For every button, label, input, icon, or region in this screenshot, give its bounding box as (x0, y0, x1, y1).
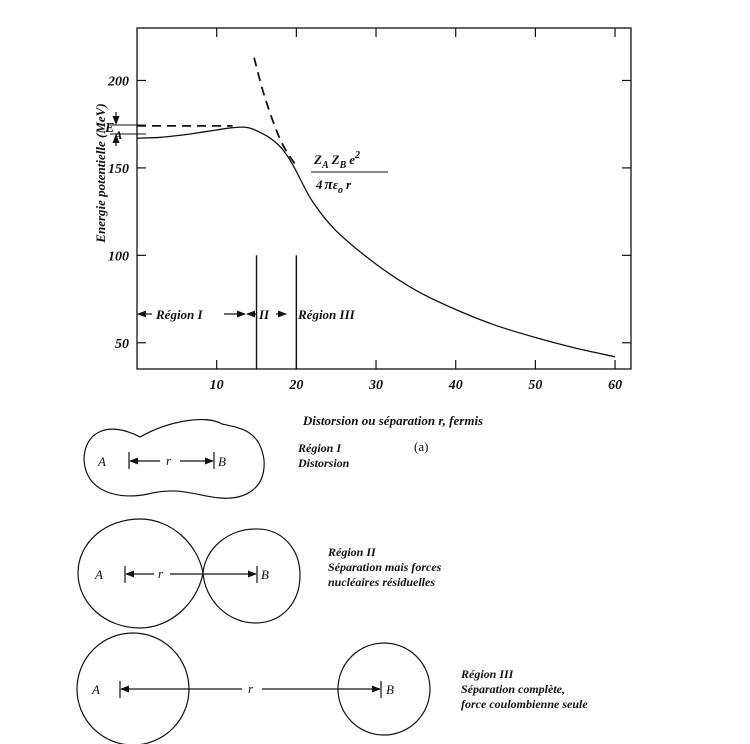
region-1-label: Région I (155, 307, 204, 322)
y-tick-label: 50 (115, 337, 129, 352)
diagram-2-title: Région II (327, 545, 377, 559)
nucleus-b-label: B (386, 682, 394, 697)
diagram-2-desc-1: Séparation mais forces (328, 560, 442, 574)
coulomb-numerator: ZA ZB e2 (313, 150, 360, 171)
curves (136, 57, 616, 358)
diagram-region-2: A r B Région II Séparation mais forces n… (77, 518, 442, 629)
x-axis-title: Distorsion ou séparation r, fermis (302, 413, 483, 428)
nucleus-b-label: B (261, 567, 269, 582)
y-tick-label: 150 (108, 162, 129, 177)
x-tick-label: 60 (608, 378, 622, 393)
nucleus-a-label: A (94, 567, 103, 582)
region-2-label: II (258, 307, 270, 322)
x-tick-label: 10 (210, 378, 224, 393)
r-label: r (248, 681, 254, 696)
r-label: r (158, 566, 164, 581)
ea-bracket: EA (104, 112, 146, 146)
axis-ticks (137, 28, 631, 369)
r-label: r (166, 453, 172, 468)
diagram-3-title: Région III (460, 667, 515, 681)
diagram-2-desc-2: nucléaires résiduelles (328, 575, 435, 589)
y-tick-label: 100 (108, 249, 129, 264)
diagram-region-3: A r B Région III Séparation complète, fo… (76, 632, 588, 744)
y-tick-label: 200 (107, 74, 129, 89)
dashed-curve-1 (253, 57, 298, 167)
x-tick-label: 50 (528, 378, 542, 393)
y-axis-title: Energie potentielle (MeV) (93, 103, 108, 243)
region-3-label: Région III (297, 307, 356, 322)
nucleus-a-label: A (91, 682, 100, 697)
diagram-3-desc-1: Séparation complète, (461, 682, 565, 696)
diagram-1-desc: Distorsion (297, 456, 350, 470)
nucleus-a-shape (77, 518, 204, 629)
potential-energy-plot: 10 20 30 40 50 60 50 100 150 200 Energie potentie… (93, 27, 632, 454)
nucleus-a-label: A (97, 454, 106, 469)
nucleus-b-shape (202, 528, 301, 624)
diagram-region-1: A r B Région I Distorsion (83, 419, 350, 499)
coulomb-formula: ZA ZB e2 4 πεo r (311, 150, 388, 196)
region-boundaries (255, 255, 298, 369)
plot-frame (136, 27, 632, 370)
potential-curve (136, 126, 616, 358)
region-markers: Région I II Région III (137, 307, 356, 322)
coulomb-denominator: 4 πεo r (315, 177, 352, 196)
x-tick-label: 40 (448, 378, 463, 393)
diagram-1-title: Région I (297, 441, 342, 455)
ea-label: EA (104, 121, 122, 142)
x-tick-label: 20 (288, 378, 303, 393)
diagram-3-desc-2: force coulombienne seule (461, 697, 588, 711)
axis-tick-labels: 10 20 30 40 50 60 50 100 150 200 (107, 74, 622, 393)
x-tick-label: 30 (368, 378, 383, 393)
distorted-nucleus-shape (83, 419, 265, 499)
figure-caption: (a) (414, 439, 428, 454)
nucleus-b-label: B (218, 454, 226, 469)
